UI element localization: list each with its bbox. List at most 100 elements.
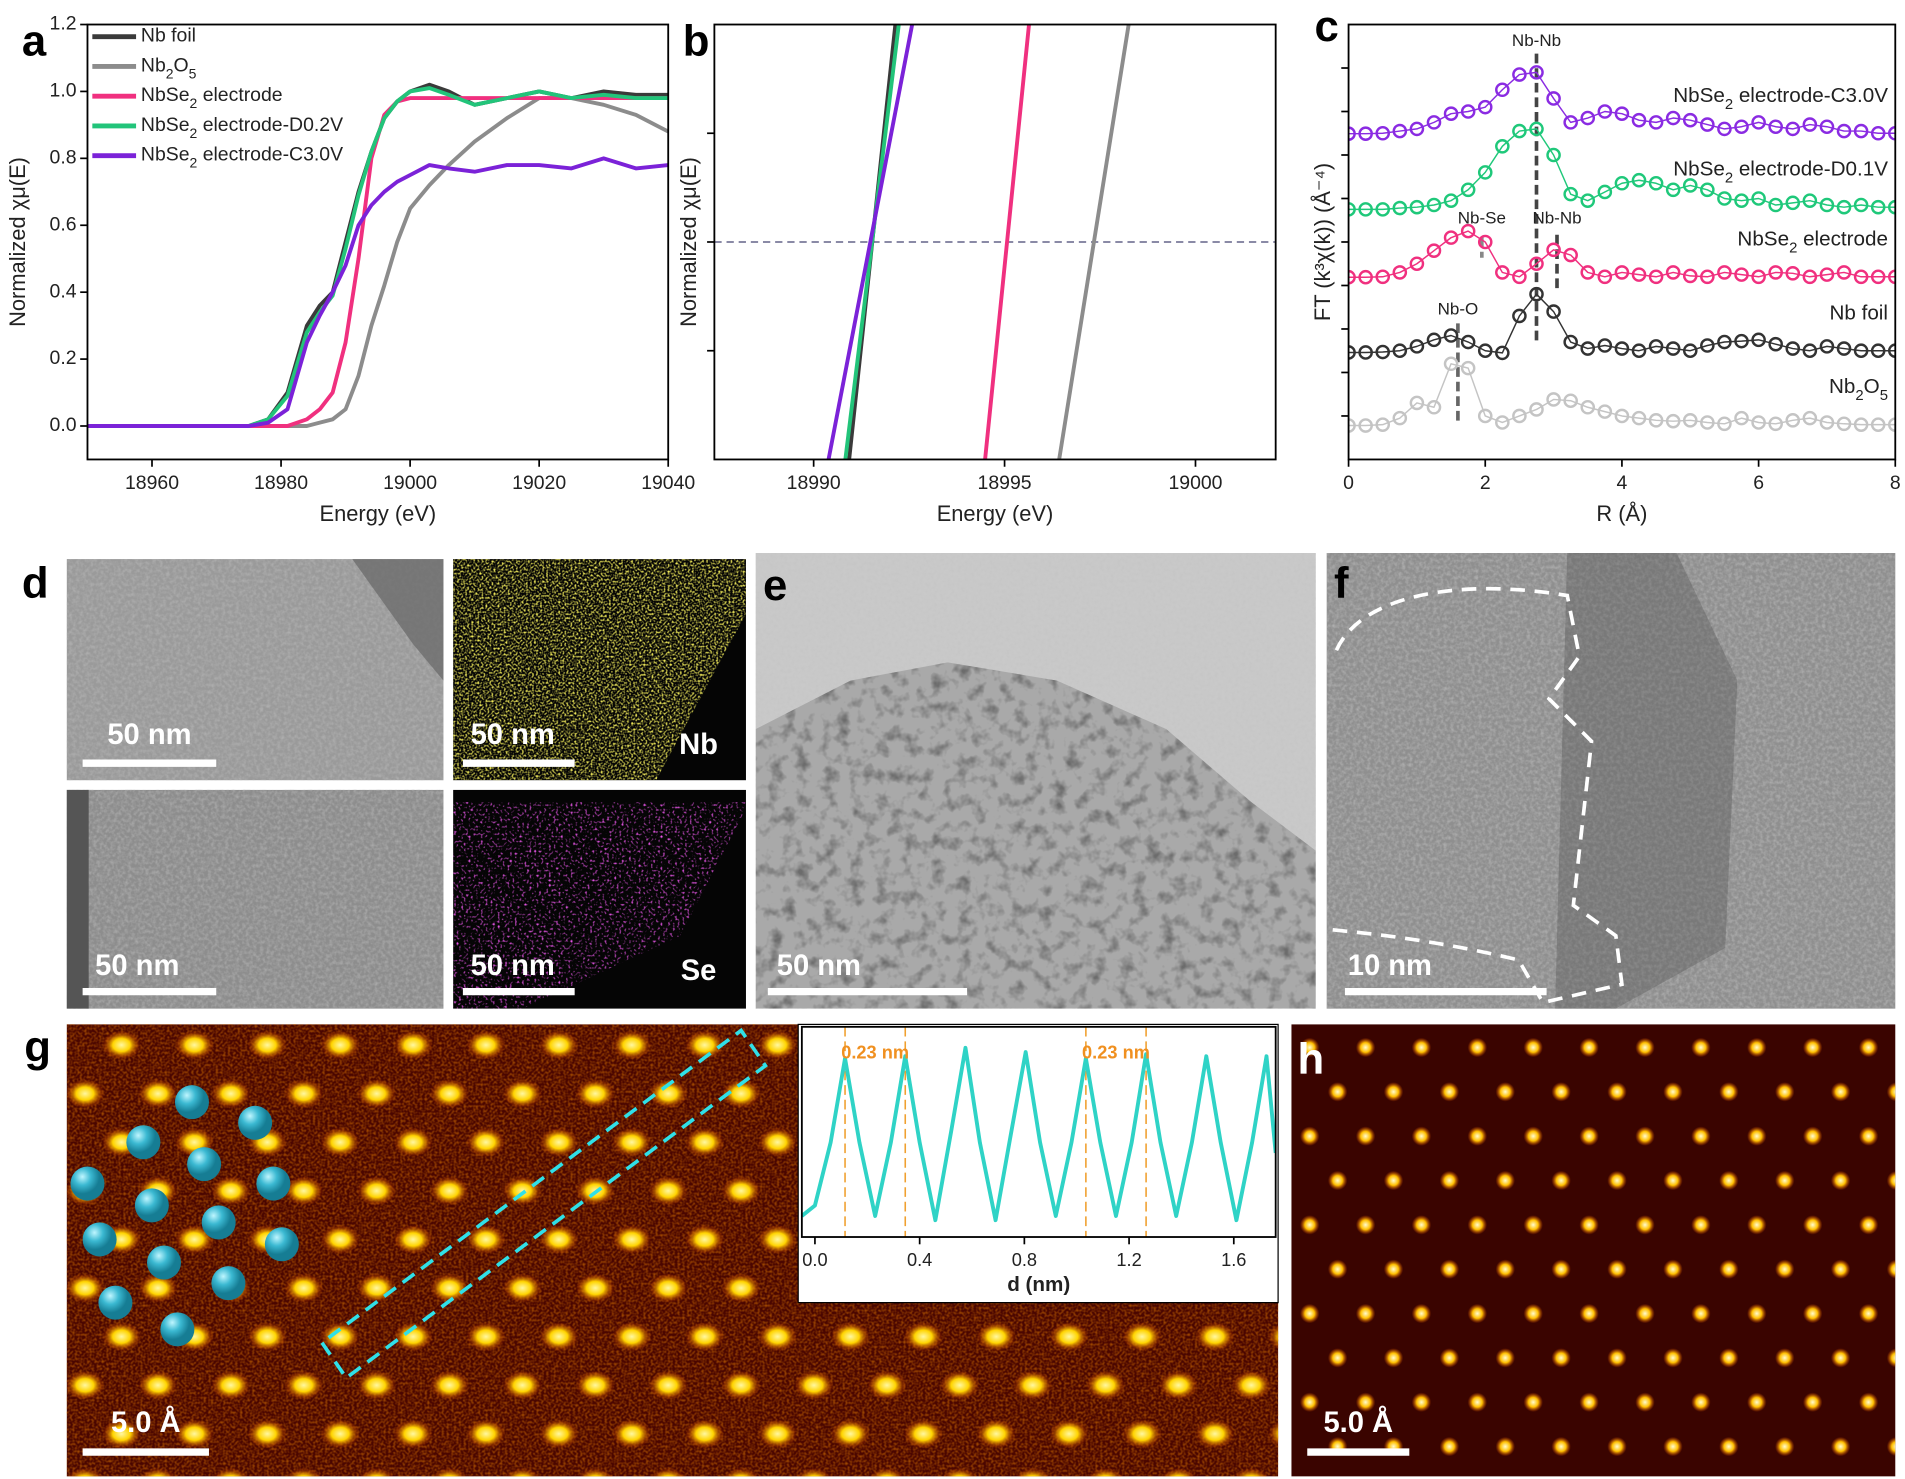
x-tick-label: 1.2 (1116, 1250, 1141, 1270)
atom-spot (976, 1322, 1016, 1352)
data-point (1529, 286, 1544, 302)
atom-spot (247, 1030, 287, 1060)
data-point (1836, 341, 1852, 356)
atom-dot (1495, 1259, 1516, 1279)
plot-frame (1347, 23, 1897, 461)
data-point (1358, 202, 1373, 217)
atom-dot (1719, 1082, 1739, 1102)
data-point (1443, 106, 1459, 121)
data-point (1682, 178, 1698, 193)
panel-e: 50 nm (755, 553, 1316, 1009)
atom-dot (1635, 1037, 1655, 1058)
panel-label: b (683, 17, 710, 66)
data-point (1631, 410, 1647, 426)
data-point (1358, 345, 1373, 360)
data-point (1348, 345, 1356, 360)
atom-spot (174, 1030, 214, 1060)
atom-ball (98, 1285, 133, 1320)
data-point (1751, 332, 1766, 348)
data-point (1751, 115, 1766, 130)
atom-dot (1495, 1170, 1516, 1191)
data-point (1785, 341, 1801, 356)
atom-dot (1691, 1392, 1711, 1412)
x-tick-label: 1.6 (1221, 1250, 1246, 1270)
data-point (1751, 269, 1766, 285)
atom-dot (1719, 1348, 1739, 1368)
data-point (1443, 193, 1459, 208)
x-tick-label: 19020 (512, 472, 566, 494)
atom-dot (1383, 1259, 1404, 1279)
data-point (1802, 343, 1818, 359)
atom-dot (1299, 1037, 1320, 1058)
atom-dot (1495, 1436, 1516, 1457)
data-point (1631, 267, 1647, 282)
atom-ball (238, 1105, 273, 1140)
data-point (1392, 200, 1408, 216)
data-point (1631, 343, 1647, 359)
atom-spot (575, 1370, 615, 1400)
y-tick-label: 1.2 (50, 13, 77, 35)
data-point (1409, 121, 1425, 137)
atom-spot (650, 1467, 686, 1477)
atom-spot (247, 1322, 287, 1352)
atom-dot (1439, 1259, 1460, 1279)
data-point (1563, 393, 1578, 409)
atom-spot (648, 1079, 688, 1109)
data-point (1495, 139, 1510, 154)
atom-spot (320, 1127, 360, 1157)
data-point (1870, 269, 1886, 285)
atom-dot (1719, 1170, 1739, 1191)
data-line (1057, 24, 1131, 460)
sem-background (66, 789, 89, 1009)
data-point (1546, 392, 1561, 407)
atom-dot (1579, 1392, 1599, 1412)
data-point (1529, 256, 1544, 272)
atom-ball (70, 1166, 105, 1201)
atom-dot (1467, 1037, 1488, 1058)
atom-spot (940, 1370, 980, 1400)
atom-spot (66, 1273, 105, 1303)
atom-spot (539, 1030, 579, 1060)
atom-dot (1886, 1259, 1896, 1279)
atom-spot (357, 1370, 397, 1400)
data-point (1717, 121, 1732, 137)
atom-dot (1551, 1348, 1571, 1368)
data-point (1853, 343, 1869, 359)
atom-dot (1411, 1215, 1432, 1235)
x-tick-label: 0.4 (907, 1250, 932, 1270)
atom-spot (393, 1030, 433, 1060)
atom-dot (1411, 1303, 1432, 1324)
x-axis-title: Energy (eV) (937, 501, 1054, 526)
data-point (1648, 115, 1664, 130)
atom-spot (539, 1224, 579, 1255)
atom-dot (1411, 1126, 1432, 1146)
atom-spot (685, 1322, 725, 1352)
data-point (1477, 343, 1493, 359)
data-point (1887, 125, 1896, 141)
atom-dot (1858, 1037, 1879, 1058)
annotation: 0.23 nm (841, 1042, 909, 1062)
x-tick-label: 18980 (254, 472, 308, 494)
data-point (1563, 115, 1578, 130)
data-point (1785, 121, 1801, 137)
atom-spot (393, 1127, 433, 1157)
data-point (1443, 356, 1459, 372)
atom-dot (1439, 1170, 1460, 1191)
atom-spot (758, 1224, 797, 1255)
atom-dot (1858, 1215, 1879, 1235)
data-point (1734, 410, 1749, 426)
atom-spot (758, 1322, 797, 1352)
atom-dot (1607, 1082, 1627, 1102)
atom-dot (1719, 1436, 1739, 1457)
data-point (1614, 341, 1630, 356)
atom-dot (1523, 1215, 1543, 1235)
data-point (1460, 360, 1476, 376)
element-label: Se (681, 955, 717, 987)
atom-spot (869, 1467, 905, 1477)
atom-dot (1802, 1126, 1823, 1146)
panel-label: g (24, 1022, 51, 1071)
atom-spot (1122, 1322, 1162, 1352)
data-point (1512, 408, 1527, 424)
atom-dot (1802, 1037, 1823, 1058)
atom-dot (1775, 1436, 1795, 1457)
